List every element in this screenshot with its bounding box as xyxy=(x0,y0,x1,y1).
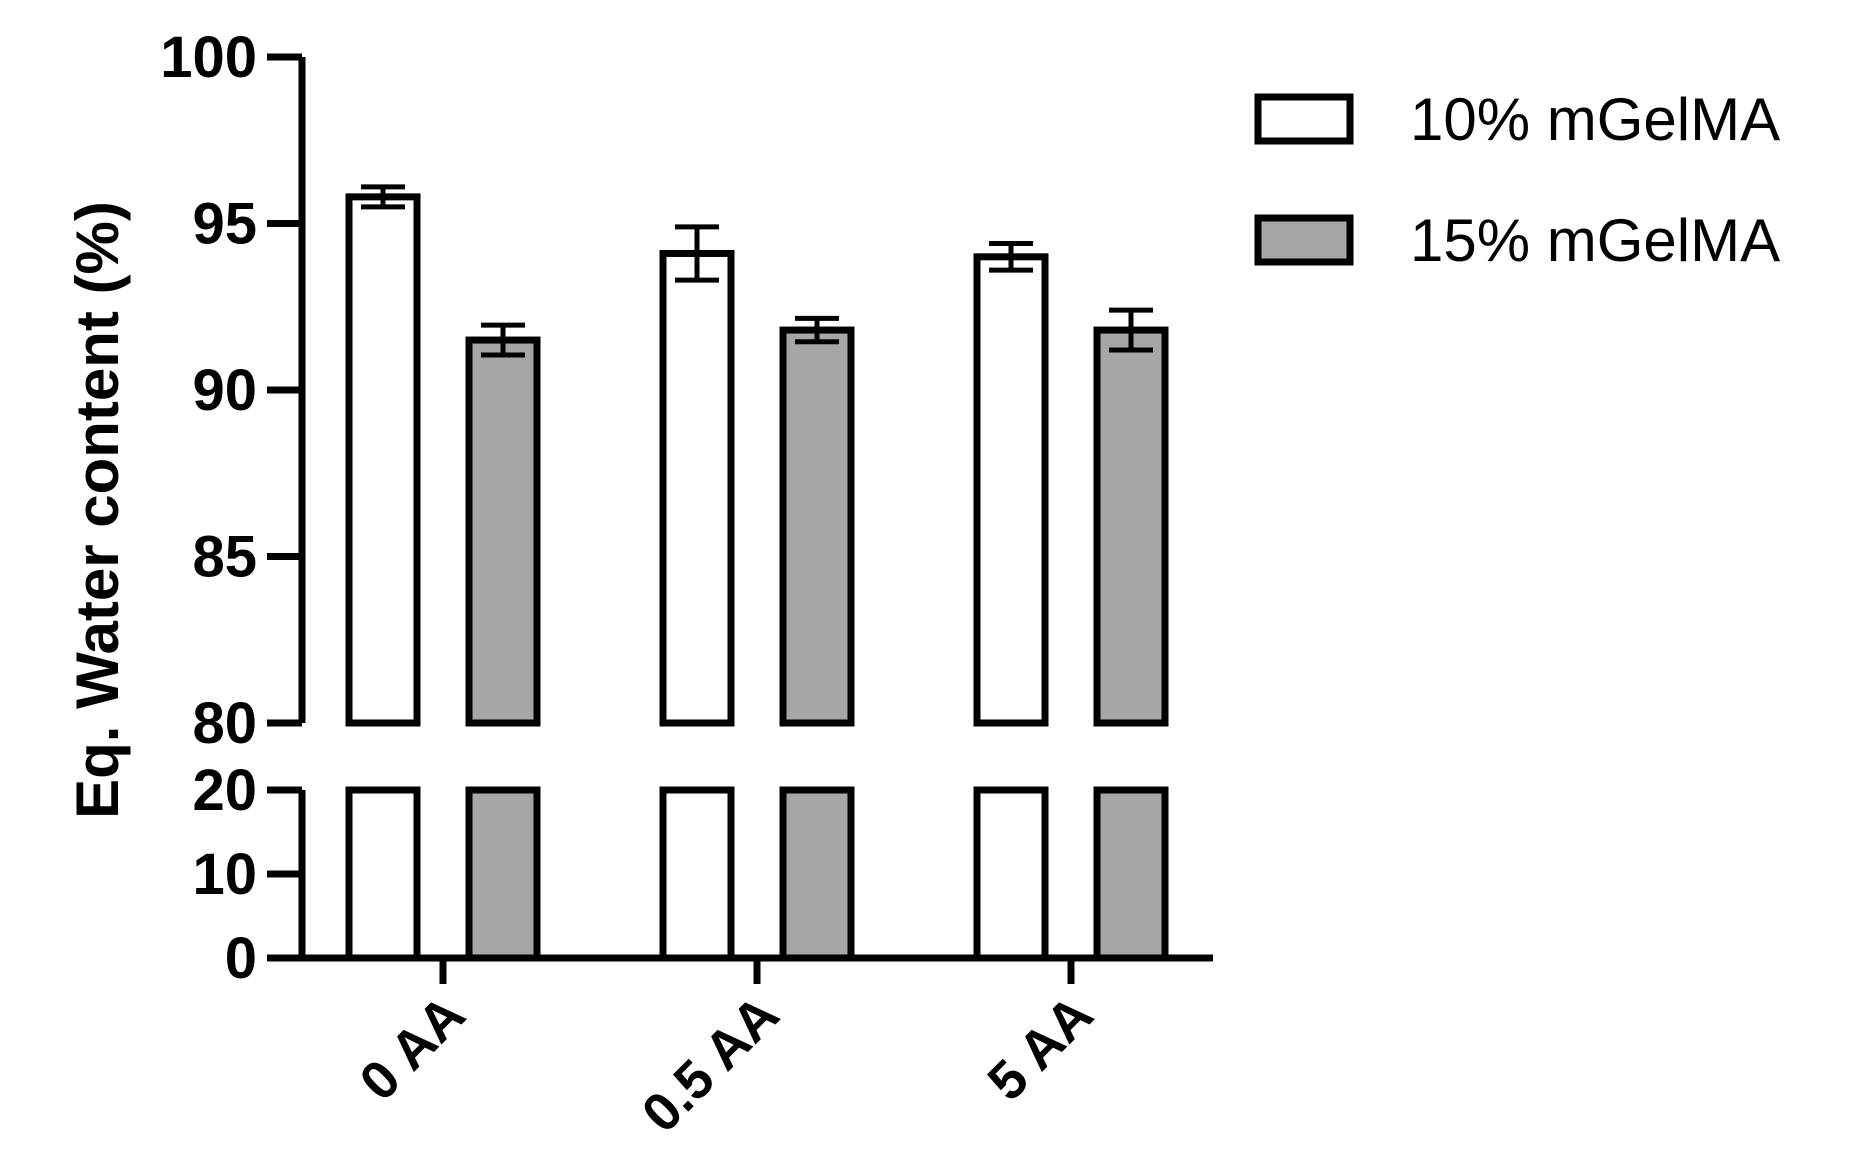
x-tick-label-0: 0 AA xyxy=(348,984,476,1112)
y-axis-title: Eq. Water content (%) xyxy=(64,201,131,819)
bar-2-0_5-aa xyxy=(779,326,855,727)
y-tick-label-90: 90 xyxy=(192,358,257,423)
bar-1-5-aa-lower xyxy=(973,786,1049,962)
y-tick-label-85: 85 xyxy=(192,525,257,590)
bar-2-0-aa xyxy=(465,336,541,727)
bar-1-0-aa xyxy=(345,193,421,727)
bar-2-5-aa xyxy=(1093,326,1169,727)
y-tick-label-lower-0: 0 xyxy=(225,926,257,991)
x-tick-label-1: 0.5 AA xyxy=(631,984,791,1144)
bar-2-0_5-aa-lower xyxy=(779,786,855,962)
y-tick-label-95: 95 xyxy=(192,192,257,257)
bar-1-5-aa xyxy=(973,253,1049,727)
y-tick-label-80: 80 xyxy=(192,691,257,756)
bar-2-0-aa-lower xyxy=(465,786,541,962)
legend-swatch-2 xyxy=(1254,214,1354,266)
legend-label-1: 10% mGelMA xyxy=(1410,86,1780,153)
bar-2-5-aa-lower xyxy=(1093,786,1169,962)
bar-1-0-aa-lower xyxy=(345,786,421,962)
bar-1-0_5-aa-lower xyxy=(659,786,735,962)
y-tick-label-lower-20: 20 xyxy=(192,758,257,823)
y-tick-label-100: 100 xyxy=(160,25,257,90)
legend-label-2: 15% mGelMA xyxy=(1410,207,1780,274)
legend-swatch-1 xyxy=(1254,93,1354,145)
y-tick-label-lower-10: 10 xyxy=(192,842,257,907)
x-tick-label-2: 5 AA xyxy=(976,984,1104,1112)
bar-1-0_5-aa xyxy=(659,249,735,727)
